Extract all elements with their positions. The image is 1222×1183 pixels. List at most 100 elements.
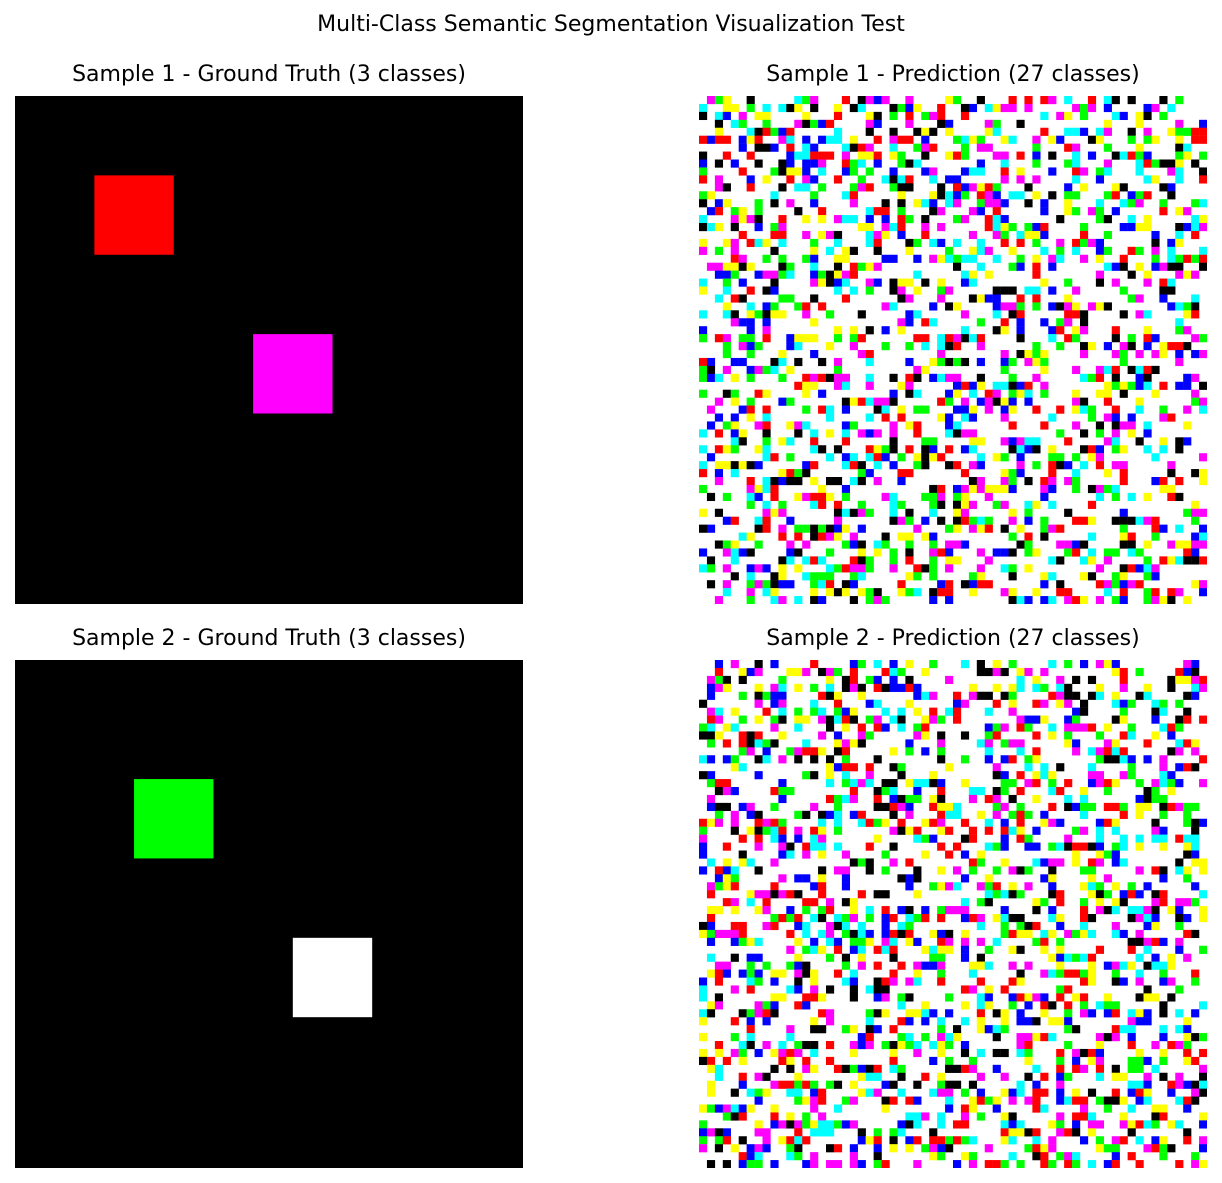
pixel-cell (1000, 135, 1009, 144)
pixel-cell (897, 818, 906, 827)
pixel-cell (1087, 691, 1097, 700)
pixel-cell (1000, 405, 1009, 414)
pixel-cell (754, 937, 763, 946)
pixel-cell (778, 683, 787, 692)
pixel-cell (818, 167, 827, 176)
pixel-cell (1119, 596, 1128, 604)
pixel-cell (1103, 874, 1112, 883)
pixel-cell (1016, 723, 1025, 732)
pixel-cell (1143, 429, 1152, 438)
pixel-cell (1064, 111, 1073, 121)
pixel-cell (1056, 961, 1065, 970)
pixel-cell (873, 135, 882, 144)
pixel-cell (1064, 953, 1073, 962)
pixel-cell (905, 246, 914, 255)
pixel-cell (826, 921, 835, 931)
pixel-cell (1008, 683, 1017, 692)
pixel-cell (1024, 667, 1033, 677)
pixel-cell (762, 1144, 771, 1153)
pixel-cell (1040, 365, 1049, 375)
pixel-cell (1032, 1064, 1041, 1073)
pixel-cell (778, 707, 787, 716)
pixel-cell (1159, 1152, 1168, 1161)
pixel-cell (1159, 763, 1168, 772)
pixel-cell (810, 1088, 819, 1097)
pixel-cell (968, 381, 978, 390)
pixel-cell (1151, 159, 1160, 168)
pixel-cell (889, 1144, 898, 1153)
pixel-cell (953, 866, 962, 875)
pixel-cell (1095, 818, 1105, 827)
pixel-cell (1159, 342, 1168, 351)
pixel-cell (1008, 103, 1017, 113)
pixel-cell (1167, 993, 1176, 1002)
pixel-cell (992, 842, 1001, 851)
pixel-cell (865, 866, 874, 875)
pixel-cell (1040, 929, 1049, 939)
pixel-cell (1143, 381, 1152, 390)
pixel-cell (810, 898, 819, 907)
pixel-cell (960, 818, 970, 827)
pixel-cell (1135, 834, 1144, 843)
pixel-cell (1064, 794, 1073, 804)
pixel-cell (722, 842, 731, 851)
pixel-cell (960, 660, 970, 669)
pixel-cell (960, 1104, 970, 1113)
pixel-cell (706, 691, 716, 700)
pixel-cell (1191, 675, 1200, 685)
pixel-cell (841, 675, 851, 685)
pixel-cell (802, 167, 811, 176)
pixel-cell (722, 961, 731, 970)
pixel-cell (905, 921, 914, 931)
pixel-cell (976, 787, 985, 796)
pixel-cell (1080, 660, 1089, 669)
pixel-cell (1127, 961, 1136, 970)
pixel-cell (730, 660, 739, 669)
pixel-cell (1072, 802, 1081, 812)
pixel-cell (1016, 350, 1025, 359)
pixel-cell (1072, 1128, 1081, 1137)
pixel-cell (937, 1120, 946, 1129)
pixel-cell (754, 739, 763, 748)
pixel-cell (1191, 850, 1200, 859)
pixel-cell (937, 794, 946, 804)
pixel-cell (706, 794, 716, 804)
pixel-cell (873, 1128, 882, 1137)
pixel-cell (1024, 866, 1033, 875)
pixel-cell (1080, 842, 1089, 851)
pixel-cell (1119, 898, 1128, 907)
pixel-cell (754, 818, 763, 827)
pixel-cell (699, 929, 708, 939)
pixel-cell (1159, 874, 1168, 883)
pixel-cell (1032, 1080, 1041, 1089)
pixel-cell (1143, 882, 1152, 891)
pixel-cell (738, 1152, 747, 1161)
pixel-cell (1183, 127, 1192, 136)
pixel-cell (746, 1104, 755, 1113)
pixel-cell (905, 660, 914, 669)
pixel-cell (905, 135, 914, 144)
pixel-cell (1135, 373, 1144, 382)
pixel-cell (865, 445, 874, 454)
pixel-cell (897, 906, 906, 915)
pixel-cell (738, 405, 747, 414)
pixel-cell (929, 660, 938, 669)
pixel-cell (1048, 969, 1057, 978)
pixel-cell (889, 953, 898, 962)
pixel-cell (1056, 842, 1065, 851)
pixel-cell (1016, 310, 1025, 319)
pixel-cell (1000, 1009, 1009, 1018)
pixel-cell (929, 238, 938, 248)
pixel-cell (722, 286, 731, 295)
pixel-cell (1016, 191, 1025, 200)
pixel-cell (699, 286, 708, 295)
pixel-cell (1135, 691, 1144, 700)
pixel-cell (1127, 294, 1136, 303)
pixel-cell (1095, 842, 1105, 851)
pixel-cell (818, 715, 827, 724)
pixel-cell (945, 1009, 954, 1018)
pixel-cell (897, 715, 906, 724)
pixel-cell (929, 1009, 938, 1018)
pixel-cell (778, 969, 787, 978)
pixel-cell (1072, 516, 1081, 525)
